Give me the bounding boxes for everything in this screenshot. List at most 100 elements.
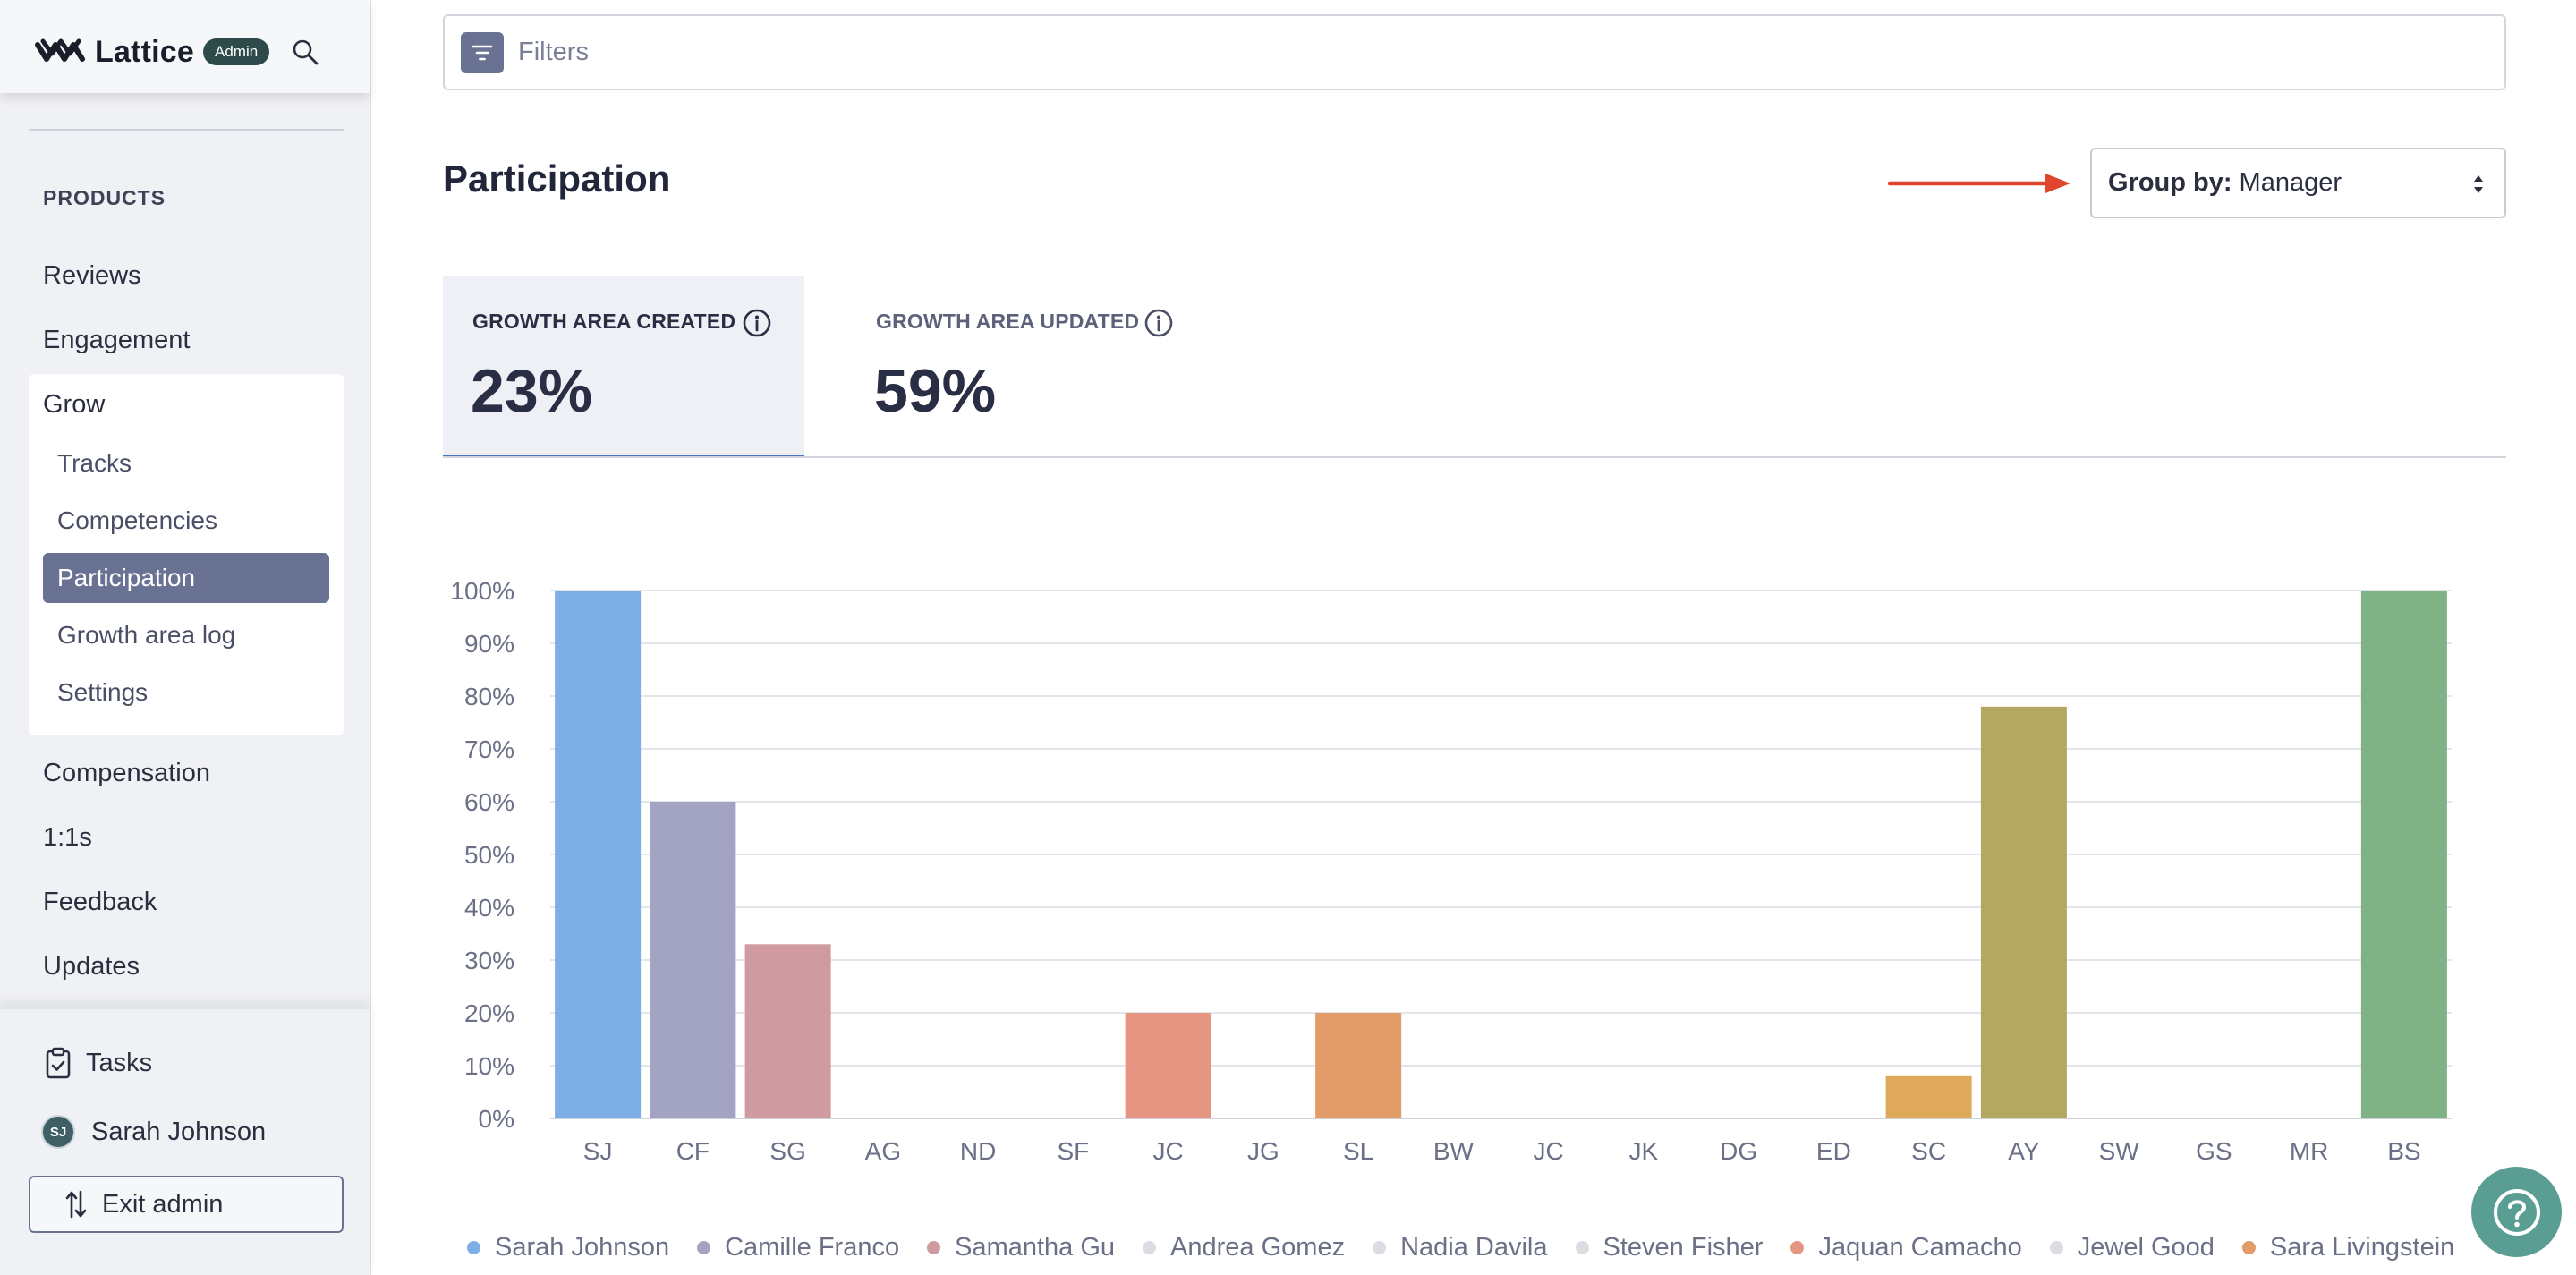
sidebar-item-compensation[interactable]: Compensation <box>43 759 210 787</box>
legend-item[interactable]: Steven Fisher <box>1575 1233 1763 1262</box>
x-tick-label: GS <box>2196 1137 2232 1165</box>
search-icon[interactable] <box>291 38 321 68</box>
legend-label: Andrea Gomez <box>1170 1233 1346 1262</box>
legend-item[interactable]: Jewel Good <box>2049 1233 2215 1262</box>
legend-item[interactable]: Camille Franco <box>697 1233 899 1262</box>
tab-label: GROWTH AREA CREATED <box>472 310 736 333</box>
tabs-divider <box>443 456 2506 458</box>
exit-admin-icon <box>65 1190 87 1219</box>
help-icon <box>2493 1188 2540 1236</box>
page-title: Participation <box>443 157 671 200</box>
sidebar-item-updates[interactable]: Updates <box>43 952 140 981</box>
arrow-annotation-icon <box>1888 174 2070 193</box>
tab-growth-area-created[interactable]: GROWTH AREA CREATED 23% <box>443 276 804 458</box>
legend-swatch <box>1373 1241 1387 1254</box>
tab-growth-area-updated[interactable]: GROWTH AREA UPDATED 59% <box>846 276 1208 458</box>
legend-item[interactable]: Jaquan Camacho <box>1790 1233 2022 1262</box>
y-tick-label: 70% <box>464 735 514 763</box>
tasks-label: Tasks <box>86 1048 153 1077</box>
x-tick-label: DG <box>1720 1137 1757 1165</box>
sidebar-item-1on1s[interactable]: 1:1s <box>43 823 92 852</box>
sidebar-subitem-competencies[interactable]: Competencies <box>57 506 217 534</box>
bar[interactable] <box>1980 706 2067 1118</box>
sidebar-subitem-participation[interactable]: Participation <box>43 553 329 603</box>
sidebar-subitem-growth-area-log[interactable]: Growth area log <box>57 621 236 649</box>
y-tick-label: 40% <box>464 894 514 922</box>
sidebar-item-reviews[interactable]: Reviews <box>43 261 141 290</box>
exit-admin-label: Exit admin <box>102 1189 224 1219</box>
lattice-logo-icon <box>35 38 85 62</box>
x-tick-label: SF <box>1057 1137 1089 1165</box>
legend-item[interactable]: Andrea Gomez <box>1143 1233 1345 1262</box>
x-tick-label: SC <box>1911 1137 1946 1165</box>
legend-label: Samantha Gu <box>955 1233 1116 1262</box>
filter-icon[interactable] <box>461 31 504 73</box>
legend-swatch <box>2241 1241 2256 1254</box>
legend-label: Nadia Davila <box>1400 1233 1548 1262</box>
x-tick-label: AG <box>865 1137 901 1165</box>
sidebar-footer: Tasks SJ Sarah Johnson Exit admin <box>0 1007 370 1275</box>
legend-label: Sara Livingstein <box>2269 1233 2455 1262</box>
x-tick-label: SL <box>1343 1137 1373 1165</box>
bar[interactable] <box>555 591 642 1118</box>
x-tick-label: CF <box>676 1137 710 1165</box>
x-tick-label: JG <box>1247 1137 1279 1165</box>
sidebar-item-engagement[interactable]: Engagement <box>43 326 191 354</box>
user-name: Sarah Johnson <box>91 1117 267 1146</box>
sidebar-divider <box>29 129 344 131</box>
y-tick-label: 0% <box>479 1105 514 1133</box>
y-tick-label: 10% <box>464 1052 514 1080</box>
legend-item[interactable]: Samantha Gu <box>927 1233 1115 1262</box>
info-icon[interactable] <box>742 308 772 338</box>
sidebar-item-feedback[interactable]: Feedback <box>43 888 157 916</box>
x-tick-label: JK <box>1629 1137 1659 1165</box>
bar[interactable] <box>1885 1075 1972 1118</box>
avatar: SJ <box>41 1115 75 1149</box>
sidebar-grow-group: Grow Tracks Competencies Participation G… <box>29 374 344 735</box>
bar[interactable] <box>1315 1013 1402 1118</box>
sidebar-header: Lattice Admin <box>0 0 370 93</box>
legend-label: Jaquan Camacho <box>1818 1233 2022 1262</box>
bar[interactable] <box>1125 1013 1211 1118</box>
legend-label: Sarah Johnson <box>495 1233 670 1262</box>
y-tick-label: 100% <box>450 577 514 605</box>
bar[interactable] <box>744 944 831 1118</box>
x-tick-label: AY <box>2008 1137 2040 1165</box>
group-by-select[interactable]: Group by: Manager <box>2090 148 2506 218</box>
chart-legend: Sarah Johnson Camille Franco Samantha Gu An… <box>467 1233 2482 1262</box>
sidebar-subitem-tracks[interactable]: Tracks <box>57 449 132 477</box>
legend-item[interactable]: Sarah Johnson <box>467 1233 669 1262</box>
sidebar-item-grow[interactable]: Grow <box>43 390 106 419</box>
legend-swatch <box>1790 1241 1805 1254</box>
bar[interactable] <box>2360 591 2447 1118</box>
legend-label: Camille Franco <box>725 1233 900 1262</box>
exit-admin-button[interactable]: Exit admin <box>29 1176 344 1233</box>
x-tick-label: SG <box>769 1137 805 1165</box>
x-tick-label: ED <box>1816 1137 1851 1165</box>
x-tick-label: MR <box>2290 1137 2329 1165</box>
y-tick-label: 90% <box>464 630 514 658</box>
products-section-label: PRODUCTS <box>43 186 166 209</box>
help-button[interactable] <box>2471 1167 2562 1257</box>
legend-item[interactable]: Sara Livingstein <box>2241 1233 2455 1262</box>
clipboard-icon <box>46 1047 71 1079</box>
sidebar-item-tasks[interactable]: Tasks <box>45 1047 152 1079</box>
tab-value: 59% <box>874 357 997 425</box>
bar[interactable] <box>650 802 736 1118</box>
select-caret-icon <box>2474 175 2483 193</box>
y-tick-label: 80% <box>464 683 514 710</box>
lattice-logo[interactable]: Lattice Admin <box>34 34 270 70</box>
filters-bar[interactable]: Filters <box>443 14 2506 90</box>
x-tick-label: JC <box>1153 1137 1184 1165</box>
legend-swatch <box>1143 1241 1157 1254</box>
participation-bar-chart: 0% 10% 20% 30% 40% 50% 60% 70% 80% 90% 100% SJ CF SG A… <box>450 577 2452 1165</box>
current-user[interactable]: SJ Sarah Johnson <box>41 1115 266 1149</box>
legend-item[interactable]: Nadia Davila <box>1373 1233 1548 1262</box>
sidebar-subitem-settings[interactable]: Settings <box>57 678 149 706</box>
x-tick-label: BW <box>1433 1137 1475 1165</box>
group-by-value: Manager <box>2239 168 2342 197</box>
legend-swatch <box>927 1241 941 1254</box>
info-icon[interactable] <box>1143 308 1174 338</box>
app-name: Lattice <box>95 34 194 69</box>
y-tick-label: 30% <box>464 947 514 974</box>
